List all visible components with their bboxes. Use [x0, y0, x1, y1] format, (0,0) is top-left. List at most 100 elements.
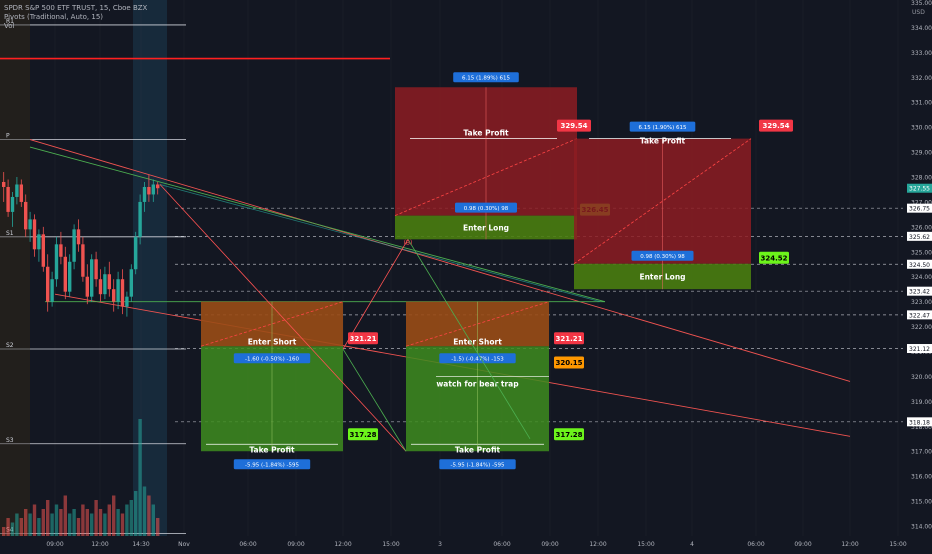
volume-bar-7	[32, 504, 37, 536]
price-tag-3: 324.50	[909, 262, 930, 269]
short-0-entry-tag: 321.21	[349, 335, 376, 343]
volume-bar-23	[103, 513, 107, 536]
y-tick-14: 328.00	[911, 175, 932, 182]
long-1-bottom-info: 0.98 (0.30%) 98	[640, 254, 685, 260]
legend-title[interactable]: SPDR S&P 500 ETF TRUST, 15, Cboe BZX	[4, 4, 148, 12]
x-tick-12: 15:00	[637, 541, 654, 548]
candle-body-18	[81, 244, 85, 277]
x-tick-4: 06:00	[239, 541, 256, 548]
time-axis-bg	[0, 536, 932, 550]
candle-body-27	[120, 279, 125, 307]
short-1-tp-label: Take Profit	[455, 445, 501, 454]
short-1-top-info-bg	[439, 353, 516, 364]
postmarket-shade	[133, 0, 167, 536]
short-1-note-tag: 320.15	[555, 359, 582, 367]
y-tick-0: 314.00	[911, 524, 932, 531]
long-1-target-tag: 329.54	[762, 122, 789, 130]
candle-body-32	[142, 186, 147, 202]
volume-bar-31	[138, 419, 142, 536]
volume-bar-17	[76, 518, 81, 536]
x-tick-2: 14:30	[132, 541, 149, 548]
candle-body-3	[15, 184, 19, 197]
legend-vol[interactable]: Vol	[4, 22, 15, 30]
short-1-target-tag-bg	[554, 428, 584, 441]
long-0-diag	[394, 138, 578, 217]
price-tag-6-bg	[907, 344, 932, 354]
volume-bar-34	[151, 504, 155, 536]
y-tick-2: 316.00	[911, 474, 932, 481]
y-tick-11: 325.00	[911, 249, 932, 256]
volume-bar-13	[59, 509, 63, 536]
candle-body-7	[32, 219, 37, 250]
y-tick-15: 329.00	[911, 150, 932, 157]
trendline-teal	[159, 184, 601, 303]
y-tick-19: 333.00	[911, 50, 932, 57]
y-tick-9: 323.00	[911, 299, 932, 306]
long-0-bottom-info: 0.98 (0.30%) 98	[464, 206, 509, 212]
long-1-top-info-bg	[629, 121, 696, 132]
volume-bar-8	[37, 518, 41, 536]
short-1-target-tag: 317.28	[555, 431, 582, 439]
price-tag-0-bg	[907, 183, 932, 193]
volume-bar-0	[2, 527, 6, 536]
volume-bar-22	[98, 509, 103, 536]
price-tag-5: 322.47	[909, 312, 930, 319]
x-tick-15: 09:00	[794, 541, 811, 548]
path-green-2	[407, 239, 531, 439]
candle-body-2	[10, 196, 15, 212]
short-1-bottom-info: -5.95 (-1.84%) -595	[451, 463, 505, 469]
trendline-red-upper	[29, 139, 851, 382]
volume-bar-21	[94, 500, 98, 536]
price-tag-3-bg	[907, 259, 932, 269]
pivot-label-S4: S4	[6, 527, 14, 534]
volume-bar-18	[81, 504, 85, 536]
long-1-tp-label: Take Profit	[640, 137, 686, 146]
price-tag-7: 318.18	[909, 419, 930, 426]
candle-body-34	[151, 184, 155, 195]
candle-body-28	[125, 296, 129, 307]
x-tick-7: 15:00	[382, 541, 399, 548]
short-1-note-tag-bg	[554, 356, 584, 369]
y-tick-16: 330.00	[911, 125, 932, 132]
candle-body-17	[76, 229, 81, 245]
short-1-entry-label: Enter Short	[453, 337, 502, 346]
volume-bar-15	[68, 513, 72, 536]
volume-bar-16	[72, 509, 76, 536]
candle-body-10	[46, 266, 50, 302]
short-0-entry-tag-bg	[348, 332, 378, 345]
legend-pivots[interactable]: Pivots (Traditional, Auto, 15)	[4, 13, 104, 21]
x-tick-9: 06:00	[493, 541, 510, 548]
price-tag-4: 323.42	[909, 289, 930, 296]
x-tick-16: 12:00	[841, 541, 858, 548]
x-tick-11: 12:00	[589, 541, 606, 548]
candle-body-1	[6, 186, 10, 212]
y-tick-18: 332.00	[911, 75, 932, 82]
x-tick-14: 06:00	[747, 541, 764, 548]
candle-body-13	[59, 244, 63, 257]
price-tag-0: 327.55	[909, 186, 930, 193]
volume-bar-35	[156, 518, 160, 536]
volume-bar-14	[63, 495, 67, 536]
short-0-bottom-info-bg	[233, 459, 311, 470]
y-tick-1: 315.00	[911, 499, 932, 506]
candle-body-26	[116, 279, 120, 302]
long-1-entry-label: Enter Long	[639, 272, 685, 281]
price-tag-7-bg	[907, 417, 932, 427]
long-0-top-info-bg	[453, 72, 519, 83]
x-tick-5: 09:00	[287, 541, 304, 548]
candle-body-6	[28, 219, 32, 230]
candle-body-15	[68, 261, 72, 292]
candle-body-29	[129, 269, 133, 297]
candle-body-20	[90, 259, 94, 297]
y-tick-21: 335.00	[911, 0, 932, 7]
short-0-tp-label: Take Profit	[249, 445, 295, 454]
price-tag-1: 326.75	[909, 206, 930, 213]
short-1-note: watch for bear trap	[436, 379, 519, 388]
candle-body-24	[107, 274, 111, 290]
candle-body-35	[156, 184, 160, 189]
price-tag-2: 325.62	[909, 234, 930, 241]
candle-body-8	[37, 234, 41, 250]
long-1-bottom-info-bg	[631, 250, 694, 261]
